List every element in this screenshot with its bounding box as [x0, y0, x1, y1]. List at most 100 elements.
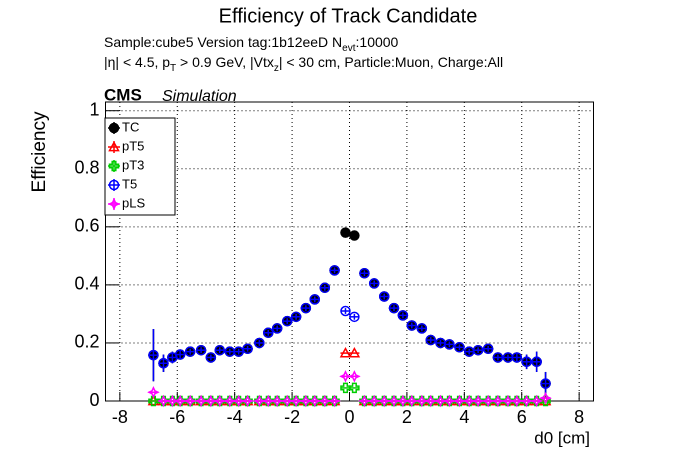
marker — [406, 320, 418, 331]
legend-label: pT3 — [122, 157, 144, 172]
marker — [242, 343, 253, 354]
marker — [271, 323, 283, 334]
marker — [205, 352, 217, 363]
marker — [263, 327, 274, 339]
y-tick-label: 0.8 — [74, 158, 99, 178]
marker — [254, 337, 265, 349]
marker — [233, 346, 244, 357]
marker — [329, 265, 340, 276]
marker — [521, 356, 532, 368]
marker — [148, 395, 159, 407]
marker — [339, 347, 352, 358]
marker — [416, 323, 428, 334]
marker — [397, 310, 409, 321]
marker — [158, 358, 169, 369]
marker — [340, 305, 351, 317]
marker — [444, 339, 455, 350]
x-axis-label: d0 [cm] — [534, 428, 590, 447]
y-tick-label: 0 — [89, 390, 99, 410]
marker — [262, 394, 275, 408]
subtitle: Sample:cube5 Version tag:1b12eeD Nevt:10… — [104, 34, 399, 54]
marker — [501, 394, 515, 408]
legend-label: pT5 — [122, 138, 144, 153]
marker — [425, 334, 436, 346]
marker — [367, 394, 381, 408]
marker — [481, 394, 495, 408]
marker — [443, 394, 456, 408]
marker — [540, 378, 551, 389]
marker — [223, 394, 237, 408]
marker — [232, 394, 245, 408]
marker — [253, 394, 266, 408]
x-tick-label: 4 — [459, 407, 469, 427]
marker — [107, 197, 121, 211]
marker — [194, 394, 208, 408]
y-tick-label: 0.2 — [74, 332, 99, 352]
subscript: z — [274, 63, 279, 74]
marker — [358, 394, 371, 408]
chart-title: Efficiency of Track Candidate — [219, 5, 478, 27]
marker — [388, 302, 400, 314]
marker — [396, 394, 410, 408]
marker — [510, 394, 524, 408]
marker — [281, 315, 293, 327]
marker — [195, 344, 207, 356]
marker — [308, 394, 322, 408]
marker — [340, 382, 351, 394]
marker — [415, 394, 429, 408]
marker — [299, 394, 313, 408]
marker — [530, 394, 543, 408]
marker — [270, 394, 284, 408]
marker — [348, 347, 361, 358]
marker — [359, 268, 370, 279]
marker — [148, 349, 159, 361]
legend-label: pLS — [122, 195, 145, 210]
marker — [309, 294, 321, 305]
marker — [539, 391, 552, 405]
subscript: T — [170, 63, 176, 74]
marker — [166, 394, 179, 408]
marker — [491, 394, 505, 408]
marker — [213, 394, 227, 408]
y-tick-label: 0.4 — [74, 274, 99, 294]
marker — [339, 370, 352, 383]
marker — [482, 343, 494, 354]
subtitle-text: > 0.9 GeV, |Vtx — [176, 54, 274, 70]
marker — [348, 370, 361, 383]
x-tick-label: -6 — [169, 407, 185, 427]
marker — [290, 311, 302, 323]
marker — [531, 356, 542, 368]
subscript: evt — [342, 43, 356, 54]
marker — [318, 394, 332, 408]
marker — [173, 394, 187, 408]
marker — [492, 352, 504, 363]
y-tick-label: 1 — [89, 99, 99, 119]
x-tick-label: -8 — [112, 407, 128, 427]
marker — [511, 352, 523, 363]
marker — [174, 349, 186, 360]
x-tick-label: 0 — [344, 407, 354, 427]
marker — [424, 394, 437, 408]
subtitle-text: | < 30 cm, Particle:Muon, Charge:All — [279, 54, 503, 70]
marker — [108, 160, 120, 172]
marker — [368, 278, 380, 289]
marker — [183, 394, 197, 408]
marker — [157, 394, 170, 408]
marker — [462, 394, 476, 408]
experiment-label: CMS — [104, 85, 142, 104]
marker — [108, 179, 120, 191]
y-axis-label: Efficiency — [29, 111, 50, 192]
marker — [377, 394, 391, 408]
marker — [108, 140, 120, 152]
marker — [378, 291, 390, 302]
x-tick-label: 2 — [402, 407, 412, 427]
marker — [454, 342, 465, 353]
x-tick-label: -4 — [227, 407, 243, 427]
marker — [241, 394, 254, 408]
marker — [434, 394, 447, 408]
marker — [328, 394, 341, 408]
marker — [340, 227, 351, 238]
marker — [204, 394, 218, 408]
marker — [289, 394, 303, 408]
